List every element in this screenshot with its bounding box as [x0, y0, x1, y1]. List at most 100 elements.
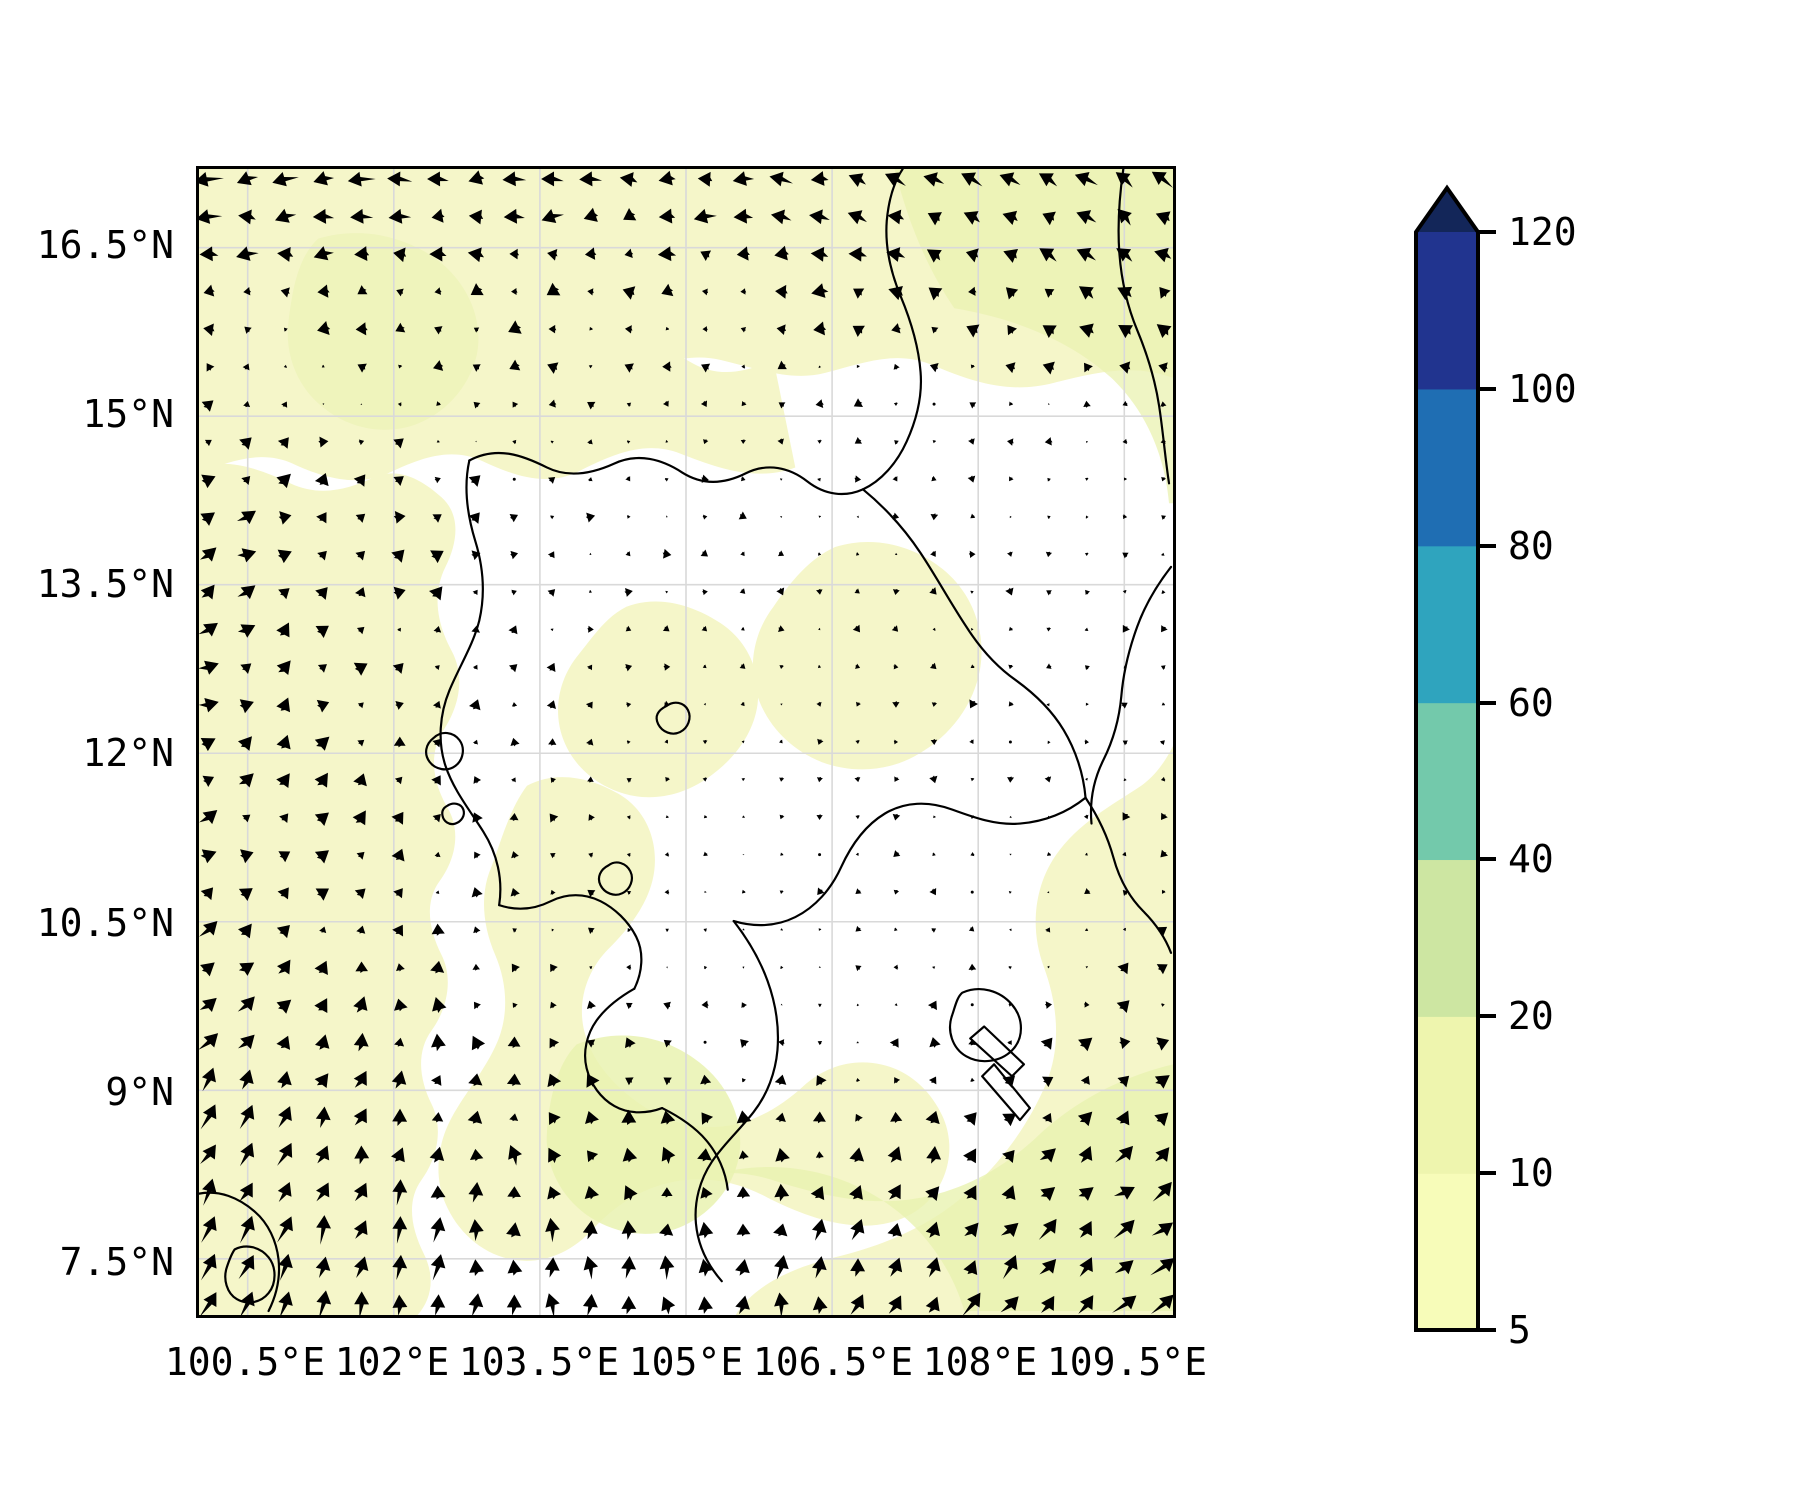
wind-arrow — [624, 1037, 636, 1049]
wind-arrow — [1157, 926, 1168, 937]
wind-arrow — [779, 665, 784, 669]
wind-arrow — [963, 1112, 977, 1126]
wind-arrow — [392, 662, 404, 674]
wind-arrow — [467, 1110, 483, 1124]
wind-arrow — [892, 813, 901, 821]
wind-arrow — [925, 1110, 940, 1125]
wind-arrow — [703, 1040, 707, 1044]
wind-arrow — [314, 1073, 329, 1089]
wind-arrow — [697, 171, 713, 187]
wind-arrow — [886, 247, 906, 262]
wind-arrow — [238, 1254, 255, 1280]
wind-arrow — [926, 249, 942, 263]
wind-arrow — [925, 1186, 940, 1201]
wind-arrow — [856, 1041, 859, 1044]
wind-arrow — [1008, 966, 1012, 970]
wind-arrow — [547, 1186, 562, 1200]
wind-arrow — [314, 812, 329, 827]
wind-arrow — [431, 1112, 444, 1123]
wind-arrow — [429, 1146, 445, 1163]
wind-arrow — [468, 475, 481, 487]
wind-arrow — [589, 552, 592, 555]
wind-arrow — [738, 511, 747, 520]
wind-arrow — [585, 701, 593, 709]
wind-arrow — [431, 1033, 446, 1052]
wind-arrow — [701, 1000, 709, 1009]
wind-arrow — [1161, 812, 1168, 821]
wind-arrow — [664, 739, 669, 744]
wind-arrow — [1161, 625, 1168, 633]
wind-arrow — [1046, 703, 1050, 707]
wind-arrow — [1122, 812, 1131, 821]
wind-arrow — [626, 852, 631, 857]
wind-arrow — [1042, 1112, 1052, 1123]
colorbar-border — [1416, 188, 1478, 1330]
wind-arrow — [736, 1186, 751, 1199]
colorbar-svg — [1416, 188, 1478, 1330]
wind-arrow — [1038, 173, 1058, 187]
wind-arrow — [277, 887, 289, 900]
wind-arrow — [931, 928, 937, 933]
wind-arrow — [927, 212, 942, 226]
wind-arrow — [854, 436, 863, 444]
wind-arrow — [472, 739, 478, 745]
wind-arrow — [663, 1039, 672, 1048]
wind-arrow — [200, 584, 215, 600]
colorbar-tick-label: 40 — [1508, 837, 1554, 882]
wind-arrow — [815, 399, 824, 409]
wind-arrow — [664, 478, 669, 482]
wind-arrow — [661, 1146, 676, 1165]
wind-arrow — [855, 739, 860, 744]
wind-arrow — [276, 1035, 291, 1050]
wind-arrow — [512, 1002, 518, 1008]
wind-arrow — [848, 246, 867, 262]
colorbar-band — [1416, 232, 1478, 390]
wind-arrow — [432, 738, 441, 748]
colorbar-bands — [1416, 188, 1478, 1331]
wind-arrow — [703, 814, 708, 819]
wind-arrow — [662, 625, 670, 632]
wind-arrow — [1085, 477, 1089, 481]
wind-arrow — [622, 286, 636, 300]
wind-arrow — [893, 889, 900, 895]
wind-arrow — [932, 402, 936, 406]
wind-arrow — [1044, 437, 1053, 446]
wind-arrow — [237, 996, 255, 1012]
wind-arrow — [1084, 852, 1088, 856]
wind-arrow — [391, 1070, 407, 1089]
wind-arrow — [932, 440, 937, 444]
y-tick-label: 13.5°N — [36, 561, 174, 606]
x-tick-label: 109.5°E — [1046, 1340, 1208, 1384]
wind-arrow — [434, 287, 442, 295]
wind-arrow — [276, 697, 291, 713]
wind-arrow — [625, 476, 631, 482]
wind-arrow — [624, 325, 633, 334]
wind-arrow — [473, 776, 482, 784]
wind-arrow — [511, 589, 517, 596]
wind-arrow — [314, 998, 328, 1014]
wind-arrow — [203, 323, 215, 336]
wind-arrow — [509, 813, 519, 822]
wind-arrow — [855, 552, 860, 556]
wind-arrow — [1042, 325, 1057, 339]
wind-arrow — [625, 551, 631, 557]
wind-arrow — [1122, 927, 1127, 932]
wind-arrow — [548, 399, 557, 408]
wind-arrow — [315, 625, 329, 638]
colorbar-extend-arrow — [1416, 188, 1478, 232]
wind-arrow — [433, 360, 444, 371]
colorbar[interactable] — [1416, 188, 1478, 1330]
wind-arrow — [856, 701, 861, 707]
map-plot-area[interactable] — [196, 166, 1176, 1318]
wind-arrow — [1123, 778, 1127, 782]
wind-arrow — [852, 325, 865, 338]
wind-arrow — [736, 1223, 751, 1237]
wind-arrow — [887, 1184, 901, 1200]
wind-arrow — [199, 660, 219, 675]
wind-arrow — [354, 1145, 370, 1165]
wind-arrow — [780, 703, 783, 706]
wind-arrow — [510, 887, 520, 897]
wind-arrow — [468, 512, 480, 524]
wind-arrow — [776, 324, 787, 335]
wind-arrow — [238, 773, 254, 788]
